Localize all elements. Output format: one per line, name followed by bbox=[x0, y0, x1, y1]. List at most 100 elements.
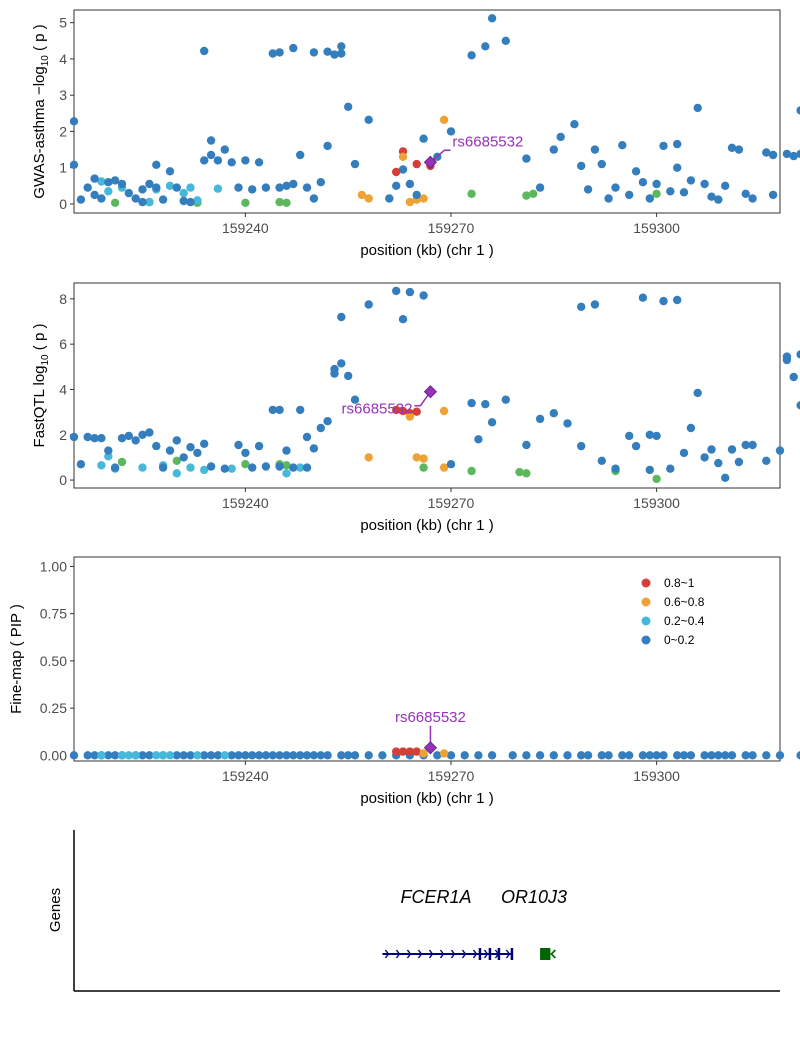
data-point bbox=[775, 751, 785, 760]
data-point bbox=[152, 751, 161, 760]
data-point bbox=[241, 460, 250, 469]
data-point bbox=[241, 156, 250, 165]
data-point bbox=[508, 751, 517, 760]
data-point bbox=[775, 446, 785, 455]
data-point bbox=[659, 751, 668, 760]
x-tick-label: 159300 bbox=[633, 768, 680, 784]
y-axis-label-main: Fine-map ( PIP ) bbox=[8, 604, 25, 714]
data-point bbox=[309, 194, 319, 203]
data-point bbox=[439, 463, 449, 472]
data-point bbox=[741, 189, 750, 198]
data-point bbox=[522, 191, 531, 200]
data-point bbox=[97, 751, 106, 760]
data-point bbox=[597, 159, 606, 169]
data-point bbox=[90, 751, 99, 760]
data-point bbox=[549, 409, 558, 418]
data-point bbox=[261, 183, 271, 192]
data-point bbox=[398, 315, 408, 324]
data-point bbox=[796, 350, 800, 359]
gene-name-label: FCER1A bbox=[400, 887, 471, 907]
data-point bbox=[158, 463, 168, 472]
panel-1: 0 1 2 3 4 5 159240 159270 159300 position (kb) (c… bbox=[31, 9, 800, 259]
data-point bbox=[296, 463, 305, 472]
data-point bbox=[419, 749, 428, 758]
data-point bbox=[686, 176, 696, 185]
data-point bbox=[323, 417, 332, 426]
data-point bbox=[254, 158, 264, 167]
data-point bbox=[398, 152, 408, 161]
data-point bbox=[727, 445, 737, 454]
data-point bbox=[179, 196, 188, 206]
data-point bbox=[604, 194, 613, 203]
data-point bbox=[501, 395, 510, 404]
data-point bbox=[206, 751, 216, 760]
data-point bbox=[69, 117, 79, 126]
data-point bbox=[419, 134, 428, 143]
data-point bbox=[117, 434, 127, 443]
legend-label: 0.8~1 bbox=[664, 576, 695, 590]
data-point bbox=[110, 463, 120, 472]
data-point bbox=[83, 432, 92, 442]
data-point bbox=[268, 405, 277, 415]
data-point bbox=[104, 446, 113, 455]
data-point bbox=[625, 431, 634, 441]
data-point bbox=[309, 751, 319, 760]
data-point bbox=[618, 141, 627, 150]
lead-connector bbox=[414, 391, 432, 407]
data-point bbox=[90, 174, 99, 183]
data-point bbox=[412, 407, 421, 416]
data-point bbox=[645, 194, 654, 203]
data-point bbox=[364, 194, 373, 203]
data-point bbox=[145, 751, 154, 760]
data-point bbox=[419, 291, 428, 300]
data-point bbox=[275, 751, 284, 760]
x-tick-label: 159300 bbox=[633, 220, 680, 236]
y-tick-label: 5 bbox=[59, 15, 67, 31]
data-point bbox=[405, 179, 415, 189]
data-point bbox=[529, 189, 538, 198]
x-tick-label: 159300 bbox=[633, 495, 680, 511]
data-point bbox=[487, 14, 497, 23]
data-point bbox=[597, 456, 606, 465]
data-point bbox=[248, 185, 257, 194]
data-point bbox=[179, 751, 188, 760]
data-point bbox=[611, 464, 620, 473]
data-point bbox=[186, 183, 195, 192]
data-point bbox=[789, 151, 798, 161]
data-point bbox=[563, 419, 572, 428]
legend-key bbox=[641, 578, 651, 588]
data-point bbox=[378, 751, 387, 760]
data-point bbox=[275, 197, 284, 207]
data-point bbox=[302, 751, 312, 760]
data-point bbox=[145, 197, 154, 207]
strand-arrow bbox=[461, 949, 467, 959]
data-point bbox=[165, 181, 175, 190]
data-point bbox=[241, 198, 250, 207]
data-point bbox=[206, 136, 216, 145]
data-point bbox=[200, 156, 209, 165]
data-point bbox=[439, 406, 449, 416]
data-point bbox=[206, 462, 216, 471]
data-point bbox=[275, 48, 284, 57]
x-axis-label: position (kb) (chr 1 ) bbox=[360, 517, 493, 534]
data-point bbox=[97, 194, 106, 203]
data-point bbox=[666, 464, 675, 473]
data-point bbox=[124, 188, 133, 198]
data-point bbox=[138, 185, 147, 194]
y-tick-label: 3 bbox=[59, 87, 67, 103]
y-axis-label: Fine-map ( PIP ) bbox=[8, 604, 25, 714]
data-point bbox=[652, 179, 661, 189]
data-point bbox=[186, 463, 195, 472]
plot-frame bbox=[73, 556, 781, 762]
data-point bbox=[734, 457, 744, 467]
data-point bbox=[522, 469, 531, 478]
data-point bbox=[69, 751, 79, 760]
data-point bbox=[659, 141, 668, 151]
data-point bbox=[549, 145, 558, 154]
data-point bbox=[69, 160, 79, 169]
data-point bbox=[131, 751, 140, 760]
data-point bbox=[289, 43, 298, 53]
data-point bbox=[570, 120, 579, 129]
data-point bbox=[330, 369, 339, 378]
data-point bbox=[631, 167, 641, 176]
